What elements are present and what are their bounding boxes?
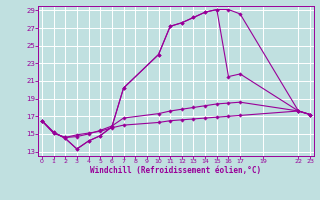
X-axis label: Windchill (Refroidissement éolien,°C): Windchill (Refroidissement éolien,°C)	[91, 166, 261, 175]
